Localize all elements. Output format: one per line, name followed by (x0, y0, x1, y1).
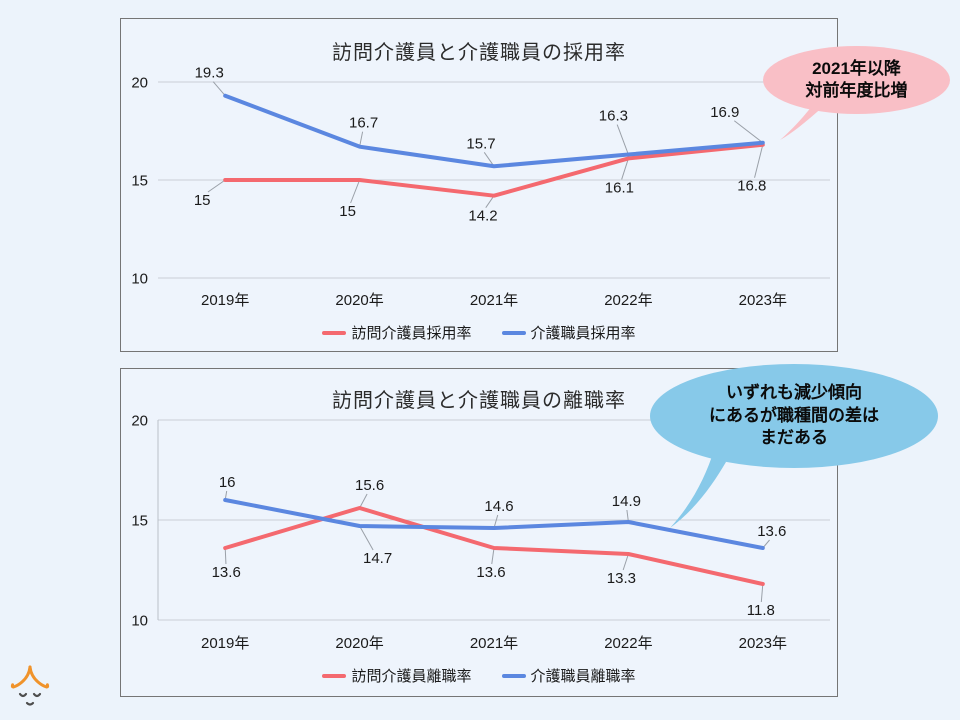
legend-item: 訪問介護員採用率 (322, 322, 472, 343)
hiring-chart-legend: 訪問介護員採用率 介護職員採用率 (120, 322, 838, 343)
legend-marker-icon (501, 673, 526, 678)
turnover-annotation-text: いずれも減少傾向 にあるが職種間の差は まだある (709, 383, 879, 448)
legend-label: 介護職員採用率 (530, 325, 636, 342)
legend-label: 介護職員離職率 (530, 668, 636, 685)
hiring-annotation-text: 2021年以降 対前年度比増 (805, 58, 908, 100)
mascot-icon (10, 665, 50, 706)
legend-marker-icon (322, 673, 347, 678)
legend-item: 介護職員離職率 (501, 665, 636, 686)
hiring-annotation-bubble: 2021年以降 対前年度比増 (763, 46, 950, 114)
legend-label: 訪問介護員離職率 (351, 668, 472, 685)
turnover-annotation-bubble: いずれも減少傾向 にあるが職種間の差は まだある (650, 364, 938, 468)
legend-item: 介護職員採用率 (501, 322, 636, 343)
legend-marker-icon (322, 330, 347, 335)
turnover-chart-legend: 訪問介護員離職率 介護職員離職率 (120, 665, 838, 686)
turnover-chart-title: 訪問介護員と介護職員の離職率 (332, 390, 626, 412)
legend-marker-icon (501, 330, 526, 335)
hiring-chart-title: 訪問介護員と介護職員の採用率 (332, 42, 626, 64)
speech-bubble-tail-icon (670, 450, 726, 528)
legend-item: 訪問介護員離職率 (322, 665, 472, 686)
legend-label: 訪問介護員採用率 (351, 325, 472, 342)
hiring-rate-chart-panel (120, 18, 838, 352)
